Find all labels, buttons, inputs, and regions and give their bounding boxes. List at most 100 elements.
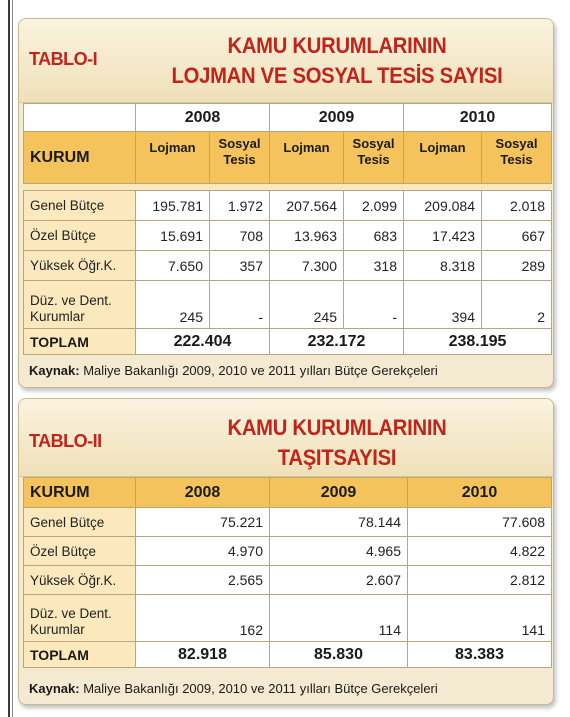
kurum-header: KURUM xyxy=(23,477,136,508)
row-label: Genel Bütçe xyxy=(23,190,136,221)
table2-label: TABLO-II xyxy=(29,431,102,451)
table-row: Genel Bütçe 75.221 78.144 77.608 xyxy=(23,507,552,537)
table-cell: 209.084 xyxy=(403,190,482,221)
table2-title-line1: KAMU KURUMLARININ xyxy=(227,415,447,440)
table-cell: 394 xyxy=(403,280,482,329)
table-cell: 75.221 xyxy=(135,507,270,537)
sub-header-sosyal-tesis: Sosyal Tesis xyxy=(209,131,270,184)
table1-title-line1: KAMU KURUMLARININ xyxy=(227,33,447,58)
table1-panel: TABLO-I KAMU KURUMLARININ LOJMAN VE SOSY… xyxy=(18,18,554,388)
total-2010: 238.195 xyxy=(403,328,552,355)
table-cell: 162 xyxy=(135,594,270,642)
table1-source: Kaynak: Maliye Bakanlığı 2009, 2010 ve 2… xyxy=(29,363,438,378)
table-cell: 2.607 xyxy=(269,565,408,595)
table-cell: - xyxy=(209,280,270,329)
table-cell: 4.822 xyxy=(407,536,552,566)
table-row: Düz. ve Dent. Kurumlar 245 - 245 - 394 2 xyxy=(23,280,552,329)
table-cell: 2.565 xyxy=(135,565,270,595)
table-cell: 8.318 xyxy=(403,250,482,281)
total-label: TOPLAM xyxy=(23,641,136,668)
table1-title-line2: LOJMAN VE SOSYAL TESİS SAYISI xyxy=(171,63,503,88)
table-row: Özel Bütçe 4.970 4.965 4.822 xyxy=(23,536,552,566)
table2-grid: KURUM 2008 2009 2010 Genel Bütçe 75.221 … xyxy=(23,477,552,668)
total-2009: 85.830 xyxy=(269,641,408,668)
total-label: TOPLAM xyxy=(23,328,136,355)
table-cell: 78.144 xyxy=(269,507,408,537)
table-cell: 2.812 xyxy=(407,565,552,595)
row-label: Genel Bütçe xyxy=(23,507,136,537)
total-row: TOPLAM 82.918 85.830 83.383 xyxy=(23,641,552,668)
table-cell: 289 xyxy=(481,250,552,281)
table-cell: 4.965 xyxy=(269,536,408,566)
table-cell: 7.300 xyxy=(269,250,344,281)
table-cell: 1.972 xyxy=(209,190,270,221)
year-header-2009: 2009 xyxy=(269,477,408,508)
table-row: Yüksek Öğr.K. 2.565 2.607 2.812 xyxy=(23,565,552,595)
total-2008: 82.918 xyxy=(135,641,270,668)
table-cell: 15.691 xyxy=(135,220,210,251)
kurum-header: KURUM xyxy=(23,131,136,184)
table-cell: - xyxy=(343,280,404,329)
table-cell: 667 xyxy=(481,220,552,251)
table-cell: 357 xyxy=(209,250,270,281)
year-header-2008: 2008 xyxy=(135,103,270,132)
year-header-2010: 2010 xyxy=(407,477,552,508)
spacer-row xyxy=(23,183,552,191)
total-2008: 222.404 xyxy=(135,328,270,355)
sub-header-sosyal-tesis: Sosyal Tesis xyxy=(343,131,404,184)
table1-grid: 2008 2009 2010 KURUM Lojman Sosyal Tesis… xyxy=(23,103,552,355)
total-2009: 232.172 xyxy=(269,328,404,355)
table-cell: 4.970 xyxy=(135,536,270,566)
table-cell: 683 xyxy=(343,220,404,251)
table-row: Yüksek Öğr.K. 7.650 357 7.300 318 8.318 … xyxy=(23,250,552,281)
table2-title: KAMU KURUMLARININ TAŞITSAYISI xyxy=(146,413,529,473)
table1-label: TABLO-I xyxy=(29,49,98,69)
table-cell: 318 xyxy=(343,250,404,281)
table-cell: 114 xyxy=(269,594,408,642)
sub-header-sosyal-tesis: Sosyal Tesis xyxy=(481,131,552,184)
table-cell: 77.608 xyxy=(407,507,552,537)
source-text: Maliye Bakanlığı 2009, 2010 ve 2011 yıll… xyxy=(83,363,438,378)
source-label: Kaynak: xyxy=(29,363,80,378)
row-label: Düz. ve Dent. Kurumlar xyxy=(23,594,136,642)
total-row: TOPLAM 222.404 232.172 238.195 xyxy=(23,328,552,355)
table2-source: Kaynak: Maliye Bakanlığı 2009, 2010 ve 2… xyxy=(29,681,438,696)
year-header-blank xyxy=(23,103,136,132)
table-cell: 245 xyxy=(135,280,210,329)
table-cell: 2 xyxy=(481,280,552,329)
total-2010: 83.383 xyxy=(407,641,552,668)
year-header-2009: 2009 xyxy=(269,103,404,132)
table-cell: 141 xyxy=(407,594,552,642)
table2-panel: TABLO-II KAMU KURUMLARININ TAŞITSAYISI K… xyxy=(18,398,554,705)
row-label: Düz. ve Dent. Kurumlar xyxy=(23,280,136,329)
table-cell: 708 xyxy=(209,220,270,251)
year-header-2010: 2010 xyxy=(403,103,552,132)
table-row: Düz. ve Dent. Kurumlar 162 114 141 xyxy=(23,594,552,642)
table1-title: KAMU KURUMLARININ LOJMAN VE SOSYAL TESİS… xyxy=(146,31,529,91)
table-cell: 7.650 xyxy=(135,250,210,281)
table-cell: 195.781 xyxy=(135,190,210,221)
left-border-line-thin xyxy=(12,0,13,717)
table-cell: 2.099 xyxy=(343,190,404,221)
source-text: Maliye Bakanlığı 2009, 2010 ve 2011 yıll… xyxy=(83,681,438,696)
row-label: Yüksek Öğr.K. xyxy=(23,250,136,281)
table-cell: 17.423 xyxy=(403,220,482,251)
table-cell: 207.564 xyxy=(269,190,344,221)
sub-header-lojman: Lojman xyxy=(135,131,210,184)
year-header-2008: 2008 xyxy=(135,477,270,508)
left-border-line xyxy=(8,0,10,717)
row-label: Özel Bütçe xyxy=(23,536,136,566)
source-label: Kaynak: xyxy=(29,681,80,696)
row-label: Özel Bütçe xyxy=(23,220,136,251)
table-cell: 13.963 xyxy=(269,220,344,251)
table2-header: TABLO-II KAMU KURUMLARININ TAŞITSAYISI xyxy=(19,399,553,477)
sub-header-lojman: Lojman xyxy=(269,131,344,184)
row-label: Yüksek Öğr.K. xyxy=(23,565,136,595)
table2-title-line2: TAŞITSAYISI xyxy=(277,445,397,470)
table1-header: TABLO-I KAMU KURUMLARININ LOJMAN VE SOSY… xyxy=(19,19,553,103)
table-cell: 245 xyxy=(269,280,344,329)
table-row: Özel Bütçe 15.691 708 13.963 683 17.423 … xyxy=(23,220,552,251)
table-row: Genel Bütçe 195.781 1.972 207.564 2.099 … xyxy=(23,190,552,221)
sub-header-lojman: Lojman xyxy=(403,131,482,184)
table-cell: 2.018 xyxy=(481,190,552,221)
